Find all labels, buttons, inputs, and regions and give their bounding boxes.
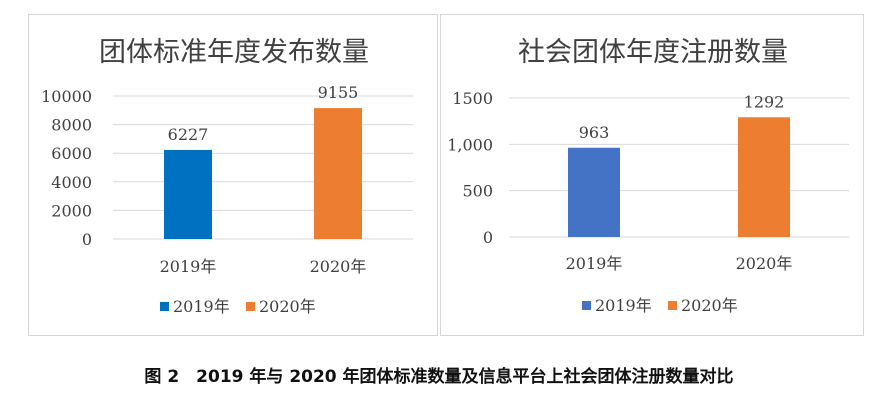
chart-panel-standards: 团体标准年度发布数量 0 2000 4000 6000 8000 10000 6227 2019… (28, 14, 438, 336)
data-label: 6227 (168, 125, 209, 144)
chart-title: 社会团体年度注册数量 (518, 37, 788, 68)
legend-swatch (160, 302, 169, 311)
y-tick-label: 1500 (452, 89, 493, 108)
bar-2020年 (314, 108, 362, 240)
y-tick-label: 4000 (51, 173, 92, 192)
y-tick-label: 10000 (41, 87, 92, 106)
data-label: 1292 (744, 92, 785, 111)
y-tick-label: 1,000 (447, 135, 493, 154)
legend-label: 2019年 (173, 297, 230, 316)
y-tick-label: 500 (462, 182, 493, 201)
legend-label: 2019年 (595, 296, 652, 315)
x-tick-label: 2019年 (160, 257, 217, 276)
x-tick-label: 2020年 (310, 257, 367, 276)
figure-caption: 图 2 2019 年与 2020 年团体标准数量及信息平台上社会团体注册数量对比 (144, 367, 734, 387)
chart-title: 团体标准年度发布数量 (99, 37, 369, 68)
chart-standards: 团体标准年度发布数量 0 2000 4000 6000 8000 10000 6227 2019… (41, 37, 413, 316)
chart-registrations: 社会团体年度注册数量 0 500 1,000 1500 963 2019年 1292 2020年… (447, 37, 849, 315)
chart-panel-registrations: 社会团体年度注册数量 0 500 1,000 1500 963 2019年 1292 2020年… (440, 14, 864, 336)
bar-2020年 (738, 117, 790, 237)
bar-2019年 (164, 149, 212, 239)
legend-swatch (668, 301, 677, 310)
data-label: 9155 (318, 83, 359, 102)
x-tick-label: 2020年 (736, 254, 793, 273)
legend-swatch (582, 301, 591, 310)
legend-swatch (246, 302, 255, 311)
bar-2019年 (568, 147, 620, 237)
y-tick-label: 8000 (51, 116, 92, 135)
y-tick-label: 0 (82, 230, 92, 249)
data-label: 963 (579, 123, 610, 142)
legend-label: 2020年 (259, 297, 316, 316)
legend-label: 2020年 (681, 296, 738, 315)
y-tick-label: 6000 (51, 144, 92, 163)
x-tick-label: 2019年 (566, 254, 623, 273)
y-tick-label: 0 (483, 228, 493, 247)
y-tick-label: 2000 (51, 201, 92, 220)
